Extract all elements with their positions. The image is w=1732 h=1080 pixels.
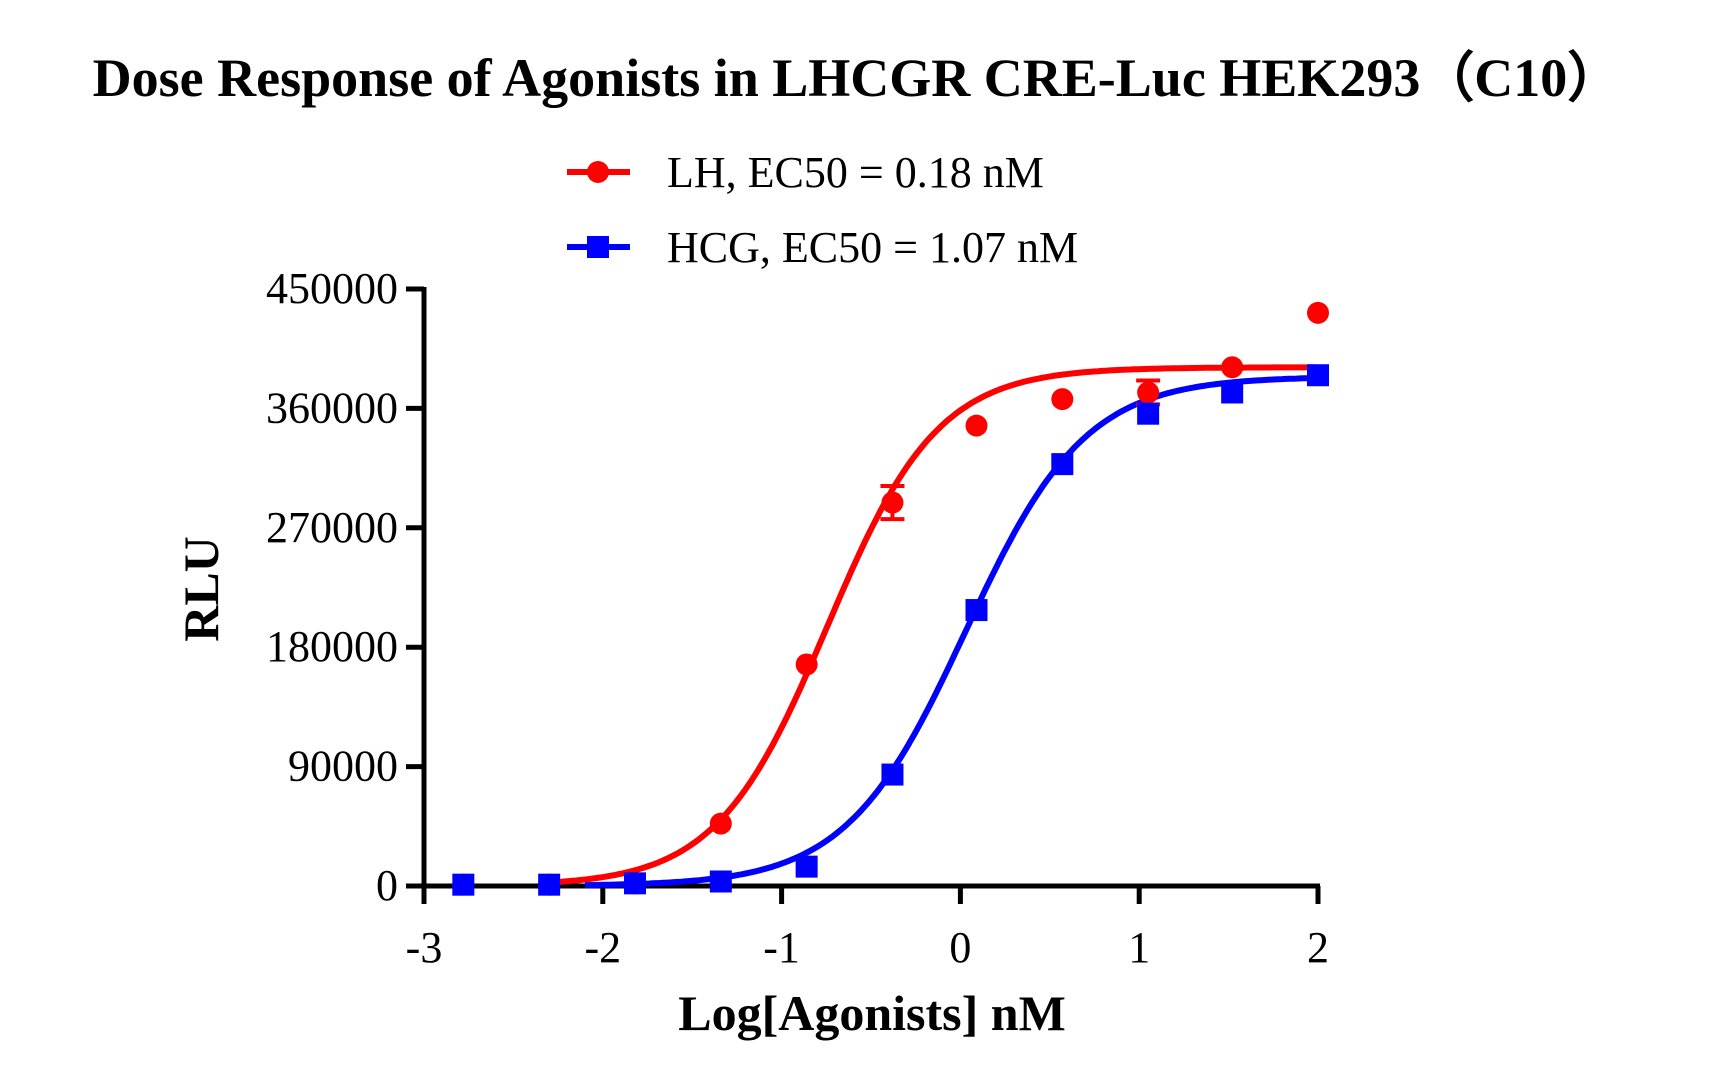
data-point-circle (795, 653, 818, 676)
y-tick-label: 180000 (266, 622, 398, 671)
chart-title: Dose Response of Agonists in LHCGR CRE-L… (93, 48, 1622, 108)
plot-area (452, 301, 1329, 896)
data-point-square (1307, 364, 1329, 387)
legend: LH, EC50 = 0.18 nM HCG, EC50 = 1.07 nM (567, 148, 1078, 272)
data-point-square (881, 763, 904, 786)
data-point-circle (1137, 381, 1160, 404)
data-point-circle (965, 414, 988, 437)
data-point-circle (1307, 301, 1329, 324)
data-point-square (1221, 381, 1244, 404)
y-tick-label: 270000 (266, 503, 398, 552)
x-tick-label: -3 (406, 923, 443, 972)
data-point-square (623, 872, 646, 895)
y-tick-label: 0 (376, 861, 398, 910)
fit-curve-hcg (584, 375, 1318, 889)
data-point-circle (709, 812, 732, 835)
axes: 0 90000 180000 270000 360000 450000 -3 -2 -1 0 1 2 (266, 264, 1329, 972)
x-tick-label: 0 (949, 923, 971, 972)
data-point-square (1137, 402, 1160, 425)
fit-curve-lh (540, 364, 1317, 887)
data-point-square (795, 855, 818, 878)
data-point-square (965, 599, 988, 622)
y-tick-label: 90000 (288, 742, 398, 791)
data-point-circle (587, 161, 609, 183)
x-tick-label: -2 (584, 923, 621, 972)
y-tick-label: 360000 (266, 383, 398, 432)
y-axis-label: RLU (173, 536, 229, 642)
data-point-square (709, 870, 732, 893)
x-tick-label: 2 (1307, 923, 1329, 972)
legend-label: LH, EC50 = 0.18 nM (667, 148, 1044, 197)
data-point-square (1051, 453, 1074, 476)
x-tick-label: -1 (763, 923, 800, 972)
data-point-square (587, 236, 609, 258)
legend-label: HCG, EC50 = 1.07 nM (667, 223, 1078, 272)
y-tick-label: 450000 (266, 264, 398, 313)
x-axis-label: Log[Agonists] nM (678, 985, 1066, 1041)
data-point-circle (1051, 388, 1074, 411)
data-point-circle (1221, 356, 1244, 379)
x-tick-label: 1 (1128, 923, 1150, 972)
data-point-circle (881, 491, 904, 514)
data-point-square (452, 873, 475, 896)
data-point-square (538, 873, 561, 896)
